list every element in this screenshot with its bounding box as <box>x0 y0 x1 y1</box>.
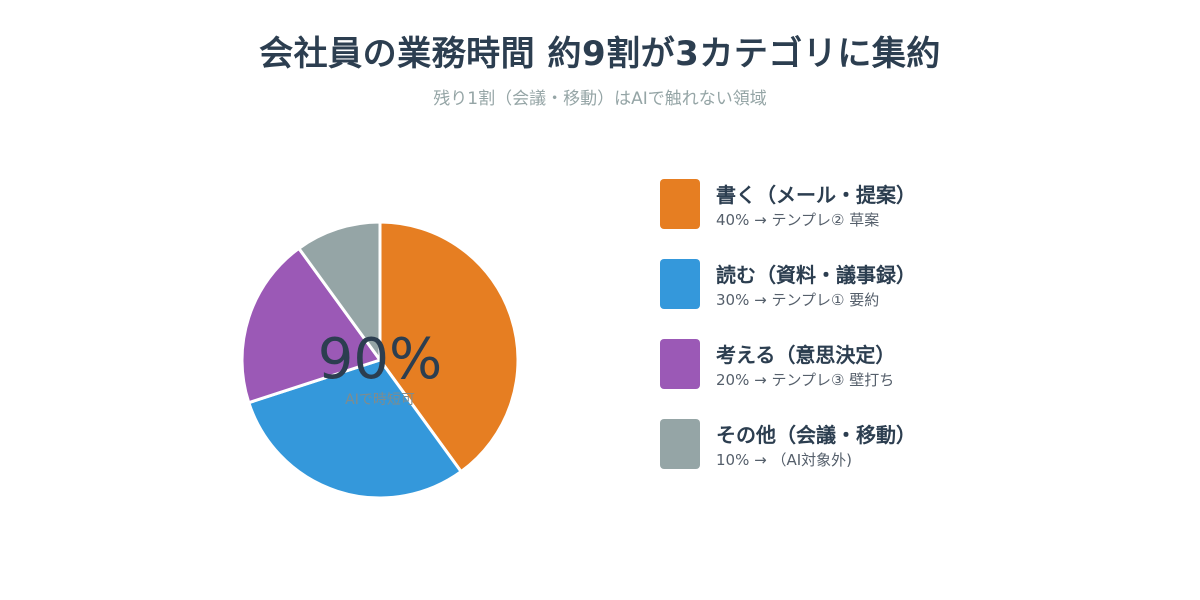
pie-slice <box>240 246 382 405</box>
pie-slice <box>247 358 463 500</box>
legend-swatch <box>660 179 700 229</box>
chart-title: 会社員の業務時間 約9割が3カテゴリに集約 <box>259 34 941 74</box>
legend-label: その他（会議・移動） <box>716 423 916 447</box>
legend-item: その他（会議・移動） 10% → （AI対象外) <box>660 419 1180 471</box>
pie-slices <box>240 220 520 500</box>
legend-description: 40% → テンプレ② 草案 <box>716 211 880 229</box>
pie-chart: 90% AIで時短可 <box>240 220 520 500</box>
pie-slice <box>297 220 382 362</box>
legend-label: 読む（資料・議事録） <box>716 263 916 287</box>
legend-item: 考える（意思決定） 20% → テンプレ③ 壁打ち <box>660 339 1180 391</box>
legend-description: 10% → （AI対象外) <box>716 451 852 469</box>
pie-slice <box>378 220 520 474</box>
legend-description: 20% → テンプレ③ 壁打ち <box>716 371 895 389</box>
chart-subtitle: 残り1割（会議・移動）はAIで触れない領域 <box>433 89 767 109</box>
legend-label: 書く（メール・提案） <box>716 183 916 207</box>
center-value: 90% <box>318 327 442 392</box>
center-caption: AIで時短可 <box>345 392 415 408</box>
legend-swatch <box>660 339 700 389</box>
legend-item: 読む（資料・議事録） 30% → テンプレ① 要約 <box>660 259 1180 311</box>
legend-swatch <box>660 419 700 469</box>
legend-description: 30% → テンプレ① 要約 <box>716 291 880 309</box>
legend-item: 書く（メール・提案） 40% → テンプレ② 草案 <box>660 179 1180 231</box>
legend-label: 考える（意思決定） <box>716 343 896 367</box>
legend: 書く（メール・提案） 40% → テンプレ② 草案読む（資料・議事録） 30% → … <box>660 179 1180 499</box>
legend-swatch <box>660 259 700 309</box>
